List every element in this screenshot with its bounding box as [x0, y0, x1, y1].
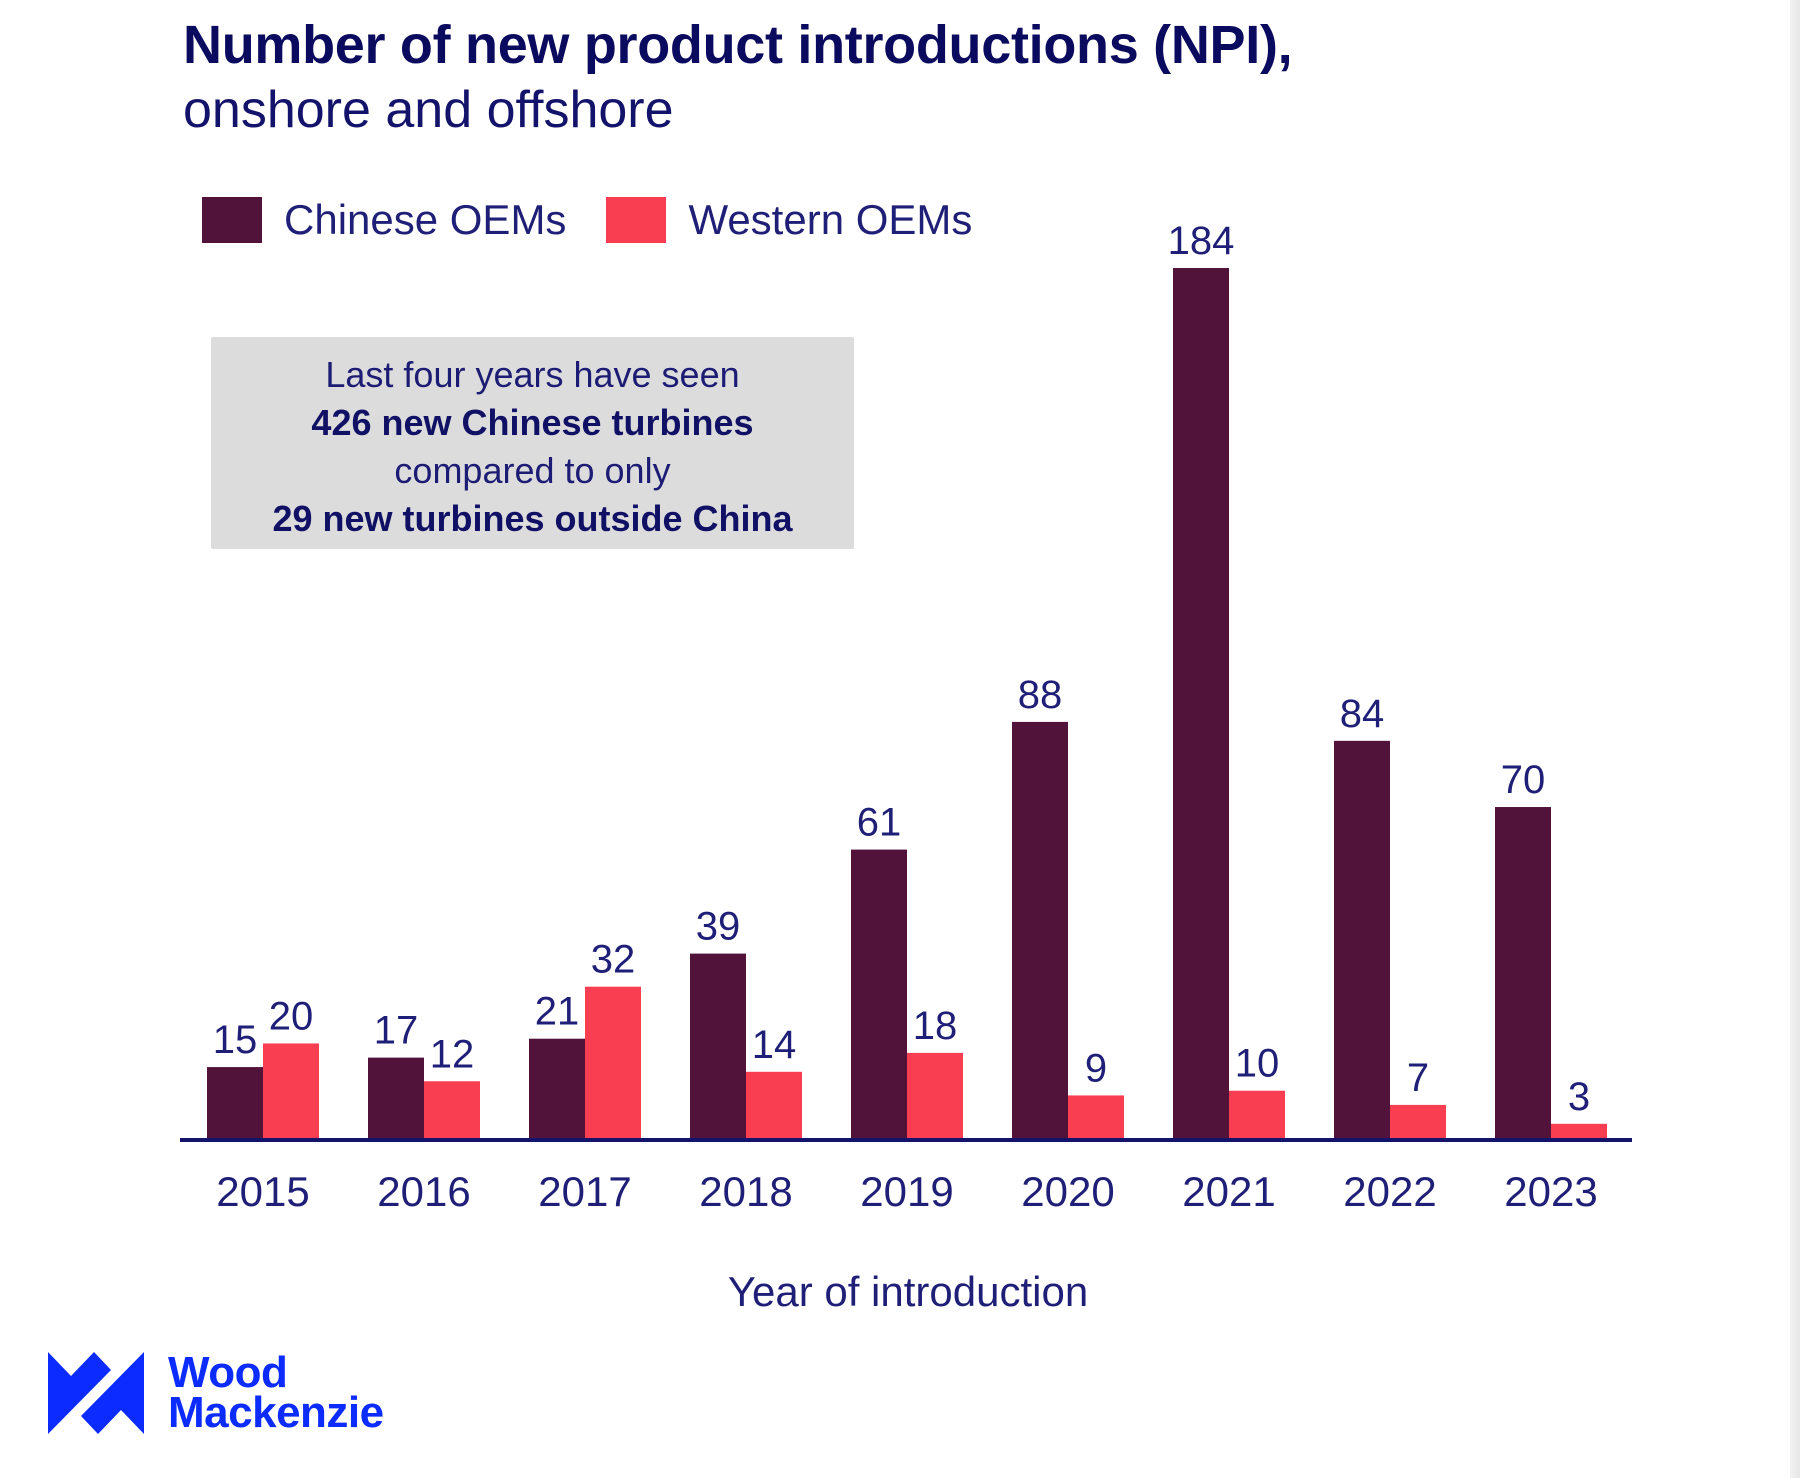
legend-item-chinese: Chinese OEMs — [202, 196, 566, 244]
logo-wordmark: Wood Mackenzie — [168, 1348, 384, 1437]
x-tick-label-2021: 2021 — [1182, 1168, 1275, 1215]
data-label-western-2020: 9 — [1085, 1046, 1107, 1090]
bar-western-2021 — [1229, 1090, 1285, 1138]
x-tick-label-2019: 2019 — [860, 1168, 953, 1215]
data-label-chinese-2019: 61 — [857, 801, 902, 845]
bar-chinese-2021 — [1173, 268, 1229, 1138]
x-axis-title: Year of introduction — [728, 1268, 1088, 1315]
bar-western-2022 — [1390, 1104, 1446, 1138]
legend-label-western: Western OEMs — [688, 196, 973, 243]
data-label-chinese-2015: 15 — [213, 1018, 258, 1062]
bar-western-2020 — [1068, 1095, 1124, 1138]
bar-chinese-2020 — [1012, 721, 1068, 1138]
chart-title: Number of new product introductions (NPI… — [183, 15, 1293, 75]
annotation-line-4: 29 new turbines outside China — [272, 498, 793, 539]
data-label-western-2023: 3 — [1568, 1075, 1590, 1119]
data-label-chinese-2021: 184 — [1168, 219, 1235, 263]
data-label-western-2015: 20 — [269, 994, 314, 1038]
wood-mackenzie-logo-icon — [48, 1352, 144, 1434]
data-label-western-2016: 12 — [430, 1032, 475, 1076]
x-tick-label-2018: 2018 — [699, 1168, 792, 1215]
bar-western-2023 — [1551, 1123, 1607, 1138]
bar-chinese-2018 — [690, 953, 746, 1138]
bar-chinese-2023 — [1495, 807, 1551, 1138]
bar-western-2018 — [746, 1071, 802, 1138]
wood-mackenzie-logo: Wood Mackenzie — [48, 1348, 384, 1437]
data-label-western-2019: 18 — [913, 1004, 958, 1048]
data-label-western-2021: 10 — [1235, 1042, 1280, 1086]
x-tick-label-2020: 2020 — [1021, 1168, 1114, 1215]
x-tick-label-2023: 2023 — [1504, 1168, 1597, 1215]
logo-text-wood: Wood — [168, 1348, 288, 1397]
annotation-line-1: Last four years have seen — [325, 354, 740, 395]
annotation-line-3: compared to only — [394, 450, 671, 491]
annotation-line-2: 426 new Chinese turbines — [311, 402, 754, 443]
bar-western-2016 — [424, 1081, 480, 1138]
bar-western-2015 — [263, 1043, 319, 1138]
data-label-chinese-2017: 21 — [535, 990, 580, 1034]
bar-chinese-2017 — [529, 1038, 585, 1138]
data-label-western-2017: 32 — [591, 938, 636, 982]
annotation-box: Last four years have seen 426 new Chines… — [211, 337, 854, 549]
bar-chinese-2016 — [368, 1057, 424, 1138]
legend: Chinese OEMs Western OEMs — [202, 196, 1012, 244]
x-tick-label-2017: 2017 — [538, 1168, 631, 1215]
logo-text-mackenzie: Mackenzie — [168, 1388, 384, 1437]
bar-western-2019 — [907, 1052, 963, 1138]
data-label-chinese-2023: 70 — [1501, 758, 1546, 802]
data-label-chinese-2022: 84 — [1340, 692, 1385, 736]
data-label-western-2018: 14 — [752, 1023, 797, 1067]
bar-chinese-2019 — [851, 849, 907, 1138]
x-tick-label-2015: 2015 — [216, 1168, 309, 1215]
right-edge-strip — [1790, 0, 1800, 1478]
chart-subtitle: onshore and offshore — [183, 81, 674, 139]
x-tick-label-2022: 2022 — [1343, 1168, 1436, 1215]
bar-chinese-2015 — [207, 1067, 263, 1138]
legend-swatch-chinese — [202, 197, 262, 243]
data-label-chinese-2016: 17 — [374, 1009, 419, 1053]
data-label-chinese-2018: 39 — [696, 905, 741, 949]
legend-swatch-western — [606, 197, 667, 243]
x-tick-label-2016: 2016 — [377, 1168, 470, 1215]
legend-item-western: Western OEMs — [606, 196, 972, 244]
data-label-western-2022: 7 — [1407, 1056, 1429, 1100]
bar-western-2017 — [585, 986, 641, 1138]
bar-chinese-2022 — [1334, 740, 1390, 1138]
data-label-chinese-2020: 88 — [1018, 673, 1063, 717]
legend-label-chinese: Chinese OEMs — [284, 196, 567, 243]
